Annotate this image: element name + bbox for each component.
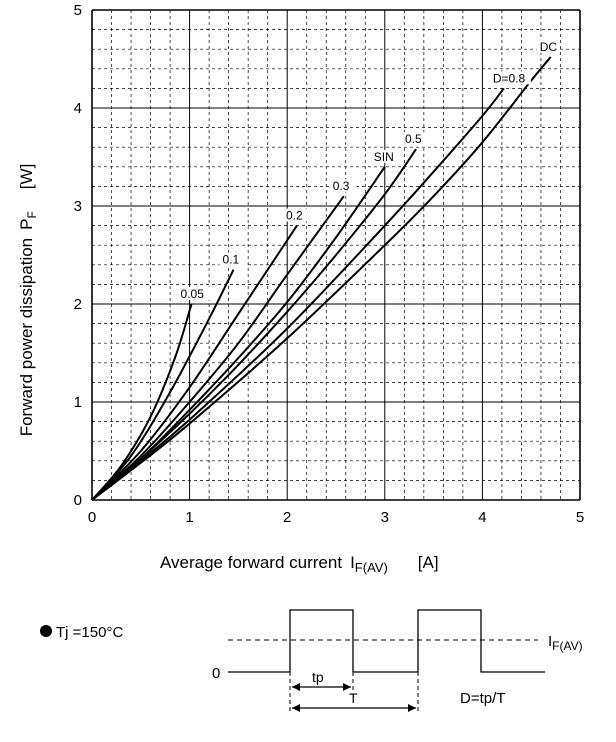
tp-label: tp [312,669,324,685]
curve-labels: 0.05 0.1 0.2 0.3 SIN 0.5 D=0.8 DC [177,40,558,301]
curve-label: D=0.8 [493,71,526,85]
curve-0-3 [91,195,345,501]
y-tick-label: 2 [74,296,82,313]
curve-0-2 [91,225,298,501]
curve-label: DC [540,40,558,54]
x-tick-label: 0 [88,509,96,526]
svg-text:Forward power dissipationPF[W]: Forward power dissipationPF[W] [17,164,39,437]
curve-label-bg [536,40,557,54]
curve-label-bg [402,132,430,146]
curve-label-bg [282,208,310,222]
x-axis-label: Average forward current IF(AV) [A] [160,553,439,575]
curve-0-1 [91,269,235,501]
curve-label: 0.1 [223,253,240,267]
curve-label: 0.05 [181,287,205,301]
chart-grid [91,9,581,501]
zero-label: 0 [212,665,220,682]
curve-label-bg [489,71,531,85]
x-tick-label: 4 [478,509,486,526]
y-tick-label: 0 [74,492,82,509]
period-label: T [349,690,358,706]
curve-label-bg [177,287,212,300]
average-current-label: IF(AV) [548,633,583,653]
chart-curves [91,56,552,501]
period-arrow [292,704,416,712]
curve-label: 0.2 [286,209,303,223]
curve-label: 0.3 [333,179,350,193]
bullet-icon [40,625,52,637]
x-tick-label: 2 [283,509,291,526]
axis-ticks: 0 1 2 3 4 5 0 1 2 3 4 5 [74,2,585,526]
x-tick-label: 1 [185,509,193,526]
curve-d-0-8 [91,87,505,501]
y-tick-label: 5 [74,2,82,19]
curve-dc [91,56,552,501]
curve-label: 0.5 [405,132,422,146]
y-tick-label: 3 [74,198,82,215]
duty-formula: D=tp/T [460,690,505,707]
curve-label-bg [329,179,357,193]
x-tick-label: 3 [381,509,389,526]
pulse-waveform [228,609,545,673]
condition-label: Tj =150°C [56,624,123,641]
waveform-diagram: Tj =150°C 0 IF(AV) tp T D=tp/T [40,609,583,712]
y-tick-label: 4 [74,100,82,117]
y-axis-label: Forward power dissipationPF[W] [17,164,39,437]
curve-label: SIN [374,150,394,164]
tp-arrow [292,683,351,691]
curve-label-bg [219,252,247,266]
curve-label-bg [370,149,398,163]
y-tick-label: 1 [74,394,82,411]
x-tick-label: 5 [576,509,584,526]
curve-0-5 [91,148,417,501]
